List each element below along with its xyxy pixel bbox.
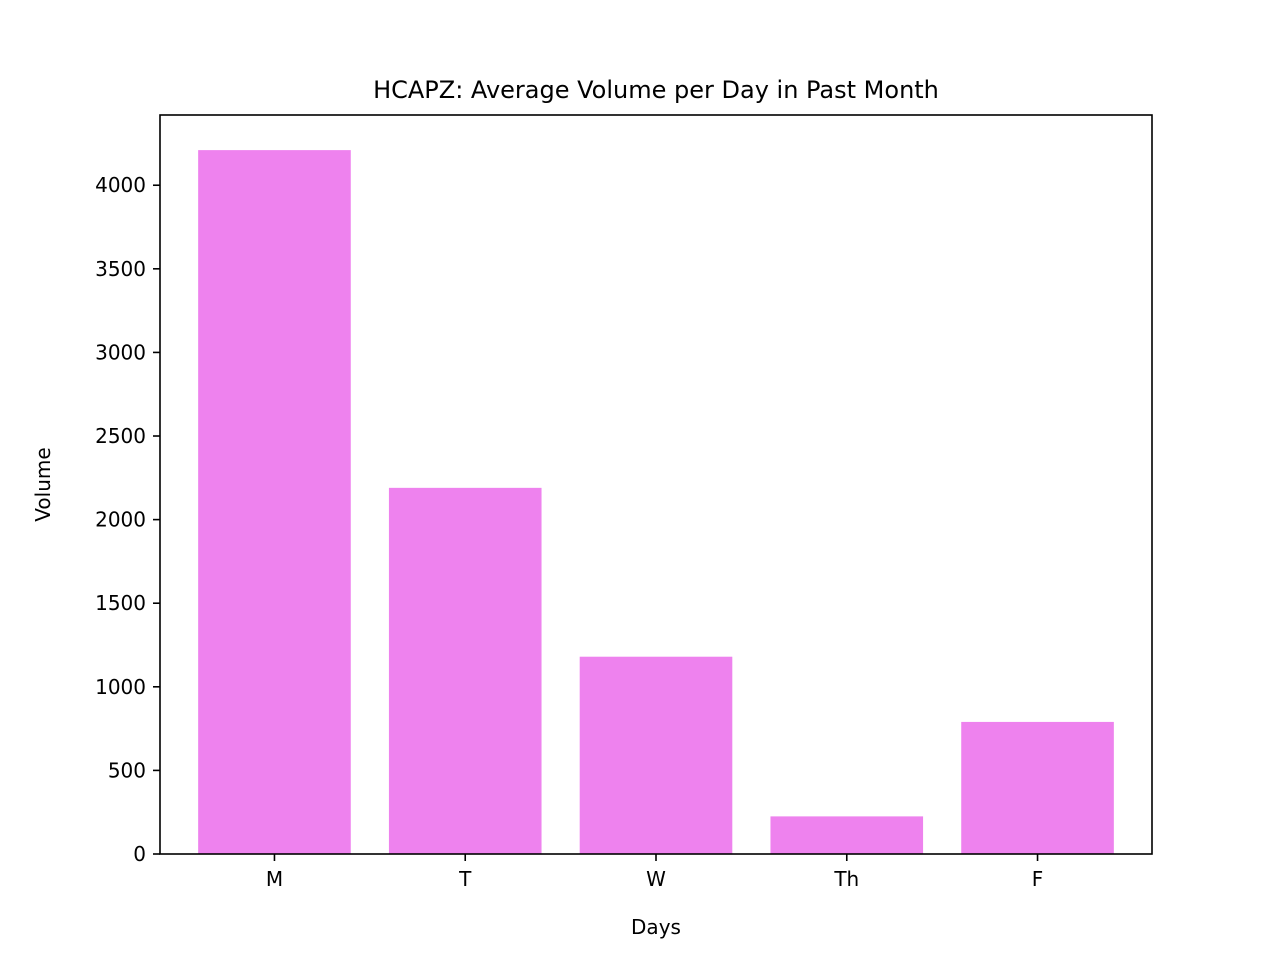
x-tick-label: Th bbox=[833, 867, 859, 891]
chart-title: HCAPZ: Average Volume per Day in Past Mo… bbox=[373, 76, 939, 104]
y-tick-label: 2500 bbox=[95, 424, 146, 448]
x-axis-label: Days bbox=[631, 915, 681, 939]
y-tick-label: 1500 bbox=[95, 591, 146, 615]
x-tick-label: F bbox=[1032, 867, 1044, 891]
x-tick-label: T bbox=[458, 867, 472, 891]
y-axis-label: Volume bbox=[31, 447, 55, 521]
x-tick-label: M bbox=[266, 867, 283, 891]
bar-w bbox=[579, 656, 733, 854]
y-tick-label: 3500 bbox=[95, 257, 146, 281]
bar-t bbox=[388, 487, 542, 854]
y-tick-label: 0 bbox=[133, 842, 146, 866]
bars-layer bbox=[198, 150, 1114, 855]
y-tick-label: 500 bbox=[108, 758, 146, 782]
plot-frame bbox=[159, 114, 1153, 855]
y-tick-label: 1000 bbox=[95, 675, 146, 699]
y-tick-label: 3000 bbox=[95, 340, 146, 364]
bar-th bbox=[770, 816, 924, 854]
y-axis-ticks: 0 500 1000 1500 2000 2500 3000 3500 4000 bbox=[95, 173, 160, 866]
bar-f bbox=[961, 721, 1114, 854]
y-tick-label: 2000 bbox=[95, 508, 146, 532]
bar-m bbox=[198, 150, 351, 855]
x-axis-ticks: M T W Th F bbox=[266, 854, 1043, 891]
y-tick-label: 4000 bbox=[95, 173, 146, 197]
x-tick-label: W bbox=[646, 867, 666, 891]
